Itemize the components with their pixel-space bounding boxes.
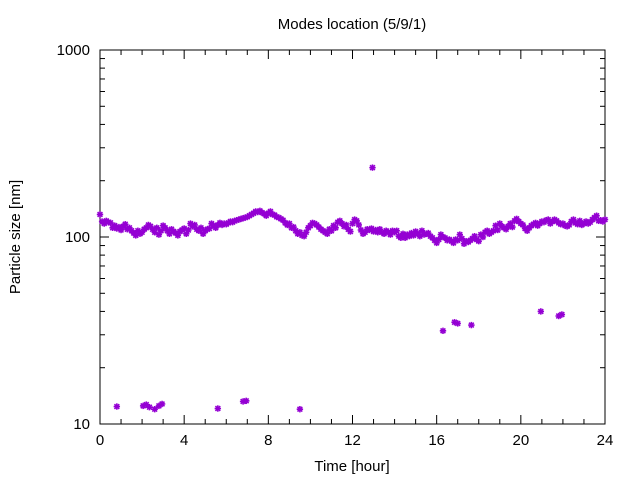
data-point [96, 211, 104, 218]
data-point [113, 403, 121, 410]
data-point [158, 400, 166, 408]
data-point [195, 227, 203, 234]
data-point [494, 226, 501, 234]
data-point [157, 227, 165, 234]
x-tick-label: 0 [96, 432, 104, 449]
data-point [174, 232, 182, 239]
data-point [143, 401, 150, 408]
x-tick-label: 8 [264, 432, 272, 449]
x-tick-label: 12 [344, 432, 361, 449]
x-tick-label: 20 [512, 432, 529, 449]
data-point [243, 397, 250, 405]
data-point [153, 224, 161, 231]
data-point [601, 216, 609, 223]
data-point [355, 221, 363, 229]
data-point [107, 219, 114, 227]
y-tick-label: 1000 [57, 42, 90, 59]
data-point [332, 224, 339, 231]
data-point [439, 327, 447, 335]
y-axis-label: Particle size [nm] [7, 180, 24, 294]
data-point [509, 223, 516, 231]
data-point [558, 311, 566, 318]
data-point [435, 236, 442, 243]
data-point [454, 320, 461, 327]
data-point [369, 164, 376, 171]
x-tick-label: 16 [428, 432, 445, 449]
x-tick-label: 4 [180, 432, 188, 449]
data-point [519, 221, 527, 229]
data-points [96, 164, 609, 413]
tick-labels: 0 4 8 12 16 20 24 10 100 1000 [57, 42, 614, 449]
data-point [593, 212, 600, 219]
data-point [468, 321, 475, 329]
data-point [353, 217, 360, 225]
data-point [296, 405, 304, 413]
data-point [347, 228, 354, 235]
y-tick-label: 10 [73, 416, 90, 433]
data-point [475, 237, 482, 245]
axis-ticks [99, 49, 606, 425]
y-tick-label: 100 [65, 229, 90, 246]
chart-title: Modes location (5/9/1) [278, 16, 426, 33]
x-axis-label: Time [hour] [314, 458, 389, 475]
data-point [393, 227, 400, 234]
x-tick-label: 24 [597, 432, 614, 449]
data-point [197, 224, 205, 231]
data-point [146, 403, 153, 411]
data-point [537, 308, 545, 315]
data-point [206, 225, 213, 232]
data-point [328, 227, 335, 234]
data-point [214, 405, 222, 412]
